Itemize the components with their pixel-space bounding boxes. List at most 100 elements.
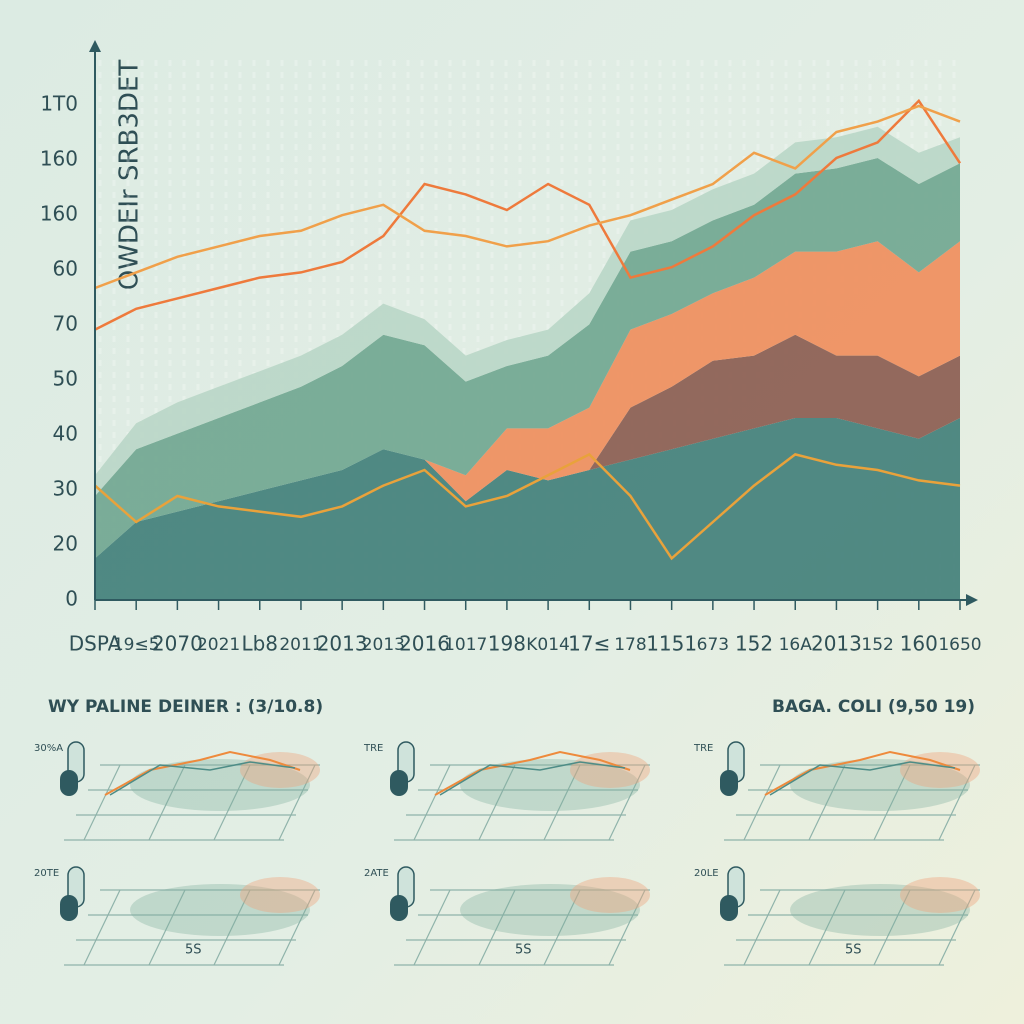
mini-grid [938, 889, 976, 966]
mini-pill [720, 770, 738, 796]
mini-blob [790, 884, 970, 936]
mini-grid [543, 889, 581, 966]
x-tick-label: 1650 [938, 635, 981, 655]
x-tick-label: 19≤5 [113, 635, 160, 655]
mini-grid [278, 889, 316, 966]
mini-grid [743, 889, 781, 966]
mini-line [764, 750, 961, 796]
mini-blob [790, 759, 970, 811]
mini-grid [478, 764, 516, 841]
mini-grid [148, 764, 186, 841]
mini-grid [808, 764, 846, 841]
y-axis-arrow [89, 40, 101, 52]
panel-label: 20TE [34, 868, 59, 879]
mini-grid [213, 764, 251, 841]
mini-pill [60, 770, 78, 796]
x-tick-label: 2070 [152, 632, 203, 656]
mini-grid [278, 764, 316, 841]
y-axis-label: 1T0 [40, 92, 78, 116]
mini-grid [83, 889, 121, 966]
x-tick-label: 152 [735, 632, 773, 656]
panel-note: 5S [515, 943, 532, 958]
mini-grid [873, 889, 911, 966]
x-tick-label: Lb8 [241, 632, 278, 656]
mini-pill [720, 895, 738, 921]
area [95, 418, 960, 600]
x-tick-label: 178 [614, 635, 646, 655]
mini-blob [460, 884, 640, 936]
mini-pill [390, 895, 408, 921]
mini-grid [873, 764, 911, 841]
mini-blob [460, 759, 640, 811]
mini-line [434, 750, 631, 796]
x-tick-label: 152 [861, 635, 893, 655]
x-tick-label: 2013 [317, 632, 368, 656]
mini-pill [60, 895, 78, 921]
x-axis-arrow [966, 594, 978, 606]
mini-line [769, 761, 956, 796]
y-axis-label: 40 [53, 422, 78, 446]
mini-blob [240, 752, 320, 788]
mini-grid [938, 764, 976, 841]
y-axis-label: 0 [65, 587, 78, 611]
mini-grid [743, 764, 781, 841]
x-tick-label: 2016 [399, 632, 450, 656]
panel-label: 20LE [694, 868, 719, 879]
y-axis-label: 60 [53, 257, 78, 281]
mini-panel: 2ATE 5S [364, 866, 650, 966]
x-tick-label: 198 [488, 632, 526, 656]
mini-grid [808, 889, 846, 966]
section-title: WY PALINE DEINER : (3/10.8) [48, 697, 323, 717]
y-axis-label: 20 [53, 532, 78, 556]
mini-grid [413, 764, 451, 841]
x-tick-label: 2021 [197, 635, 240, 655]
x-tick-label: 1151 [646, 632, 697, 656]
mini-panel: 20LE 5S [694, 866, 980, 966]
panel-label: 30%A [34, 743, 63, 754]
y-axis-label: 50 [53, 367, 78, 391]
panel-note: 5S [845, 943, 862, 958]
mini-grid [413, 889, 451, 966]
x-tick-label: 2013 [811, 632, 862, 656]
mini-blob [570, 877, 650, 913]
panel-label: 2ATE [364, 868, 389, 879]
line [94, 98, 962, 331]
area [95, 334, 960, 559]
line [94, 452, 961, 561]
mini-blob [900, 752, 980, 788]
line [94, 104, 961, 290]
mini-line [104, 750, 301, 796]
x-tick-label: 2013 [362, 635, 405, 655]
mini-grid [478, 889, 516, 966]
area [95, 241, 960, 559]
mini-panel: 20TE 5S [34, 866, 320, 966]
mini-panel: TRE [363, 741, 650, 841]
mini-grid [608, 889, 646, 966]
y-axis-label: 30 [53, 477, 78, 501]
panel-label: TRE [693, 743, 713, 754]
panel-label: TRE [363, 743, 383, 754]
mini-line [109, 761, 296, 796]
mini-blob [570, 752, 650, 788]
mini-panel: 30%A [34, 741, 320, 841]
x-tick-label: 1017 [444, 635, 487, 655]
x-tick-label: K014 [526, 635, 570, 655]
mini-blob [900, 877, 980, 913]
x-tick-label: 2011 [279, 635, 322, 655]
mini-grid [608, 764, 646, 841]
x-tick-label: 17≤ [568, 632, 610, 656]
area [95, 158, 960, 559]
x-tick-label: 16A [779, 635, 813, 655]
mini-blob [130, 884, 310, 936]
chart-title: OWDEIr SRB3DET [115, 60, 145, 291]
y-axis-label: 160 [40, 202, 78, 226]
y-axis-label: 160 [40, 147, 78, 171]
mini-grid [543, 764, 581, 841]
mini-pill [390, 770, 408, 796]
x-tick-label: 673 [697, 635, 729, 655]
x-tick-label: DSPA [69, 632, 122, 656]
mini-panel: TRE [693, 741, 980, 841]
panel-note: 5S [185, 943, 202, 958]
x-tick-label: 160 [900, 632, 938, 656]
